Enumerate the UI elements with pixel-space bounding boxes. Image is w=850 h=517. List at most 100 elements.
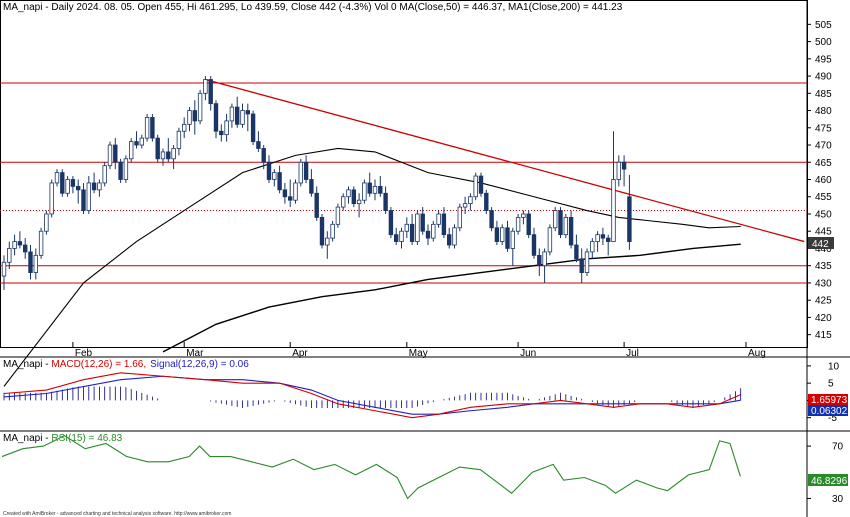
candle-body (372, 185, 378, 194)
candle-body (287, 196, 293, 201)
candle-body (261, 148, 266, 163)
rsi-last-label-text: 46.8296 (811, 476, 848, 487)
candle-body (415, 213, 420, 242)
candle-body (44, 213, 49, 232)
price-tick-label: 465 (815, 158, 832, 169)
candle-body (335, 206, 341, 225)
candle-body (97, 182, 102, 191)
signal-last-label-text: 0.063021 (811, 406, 850, 417)
candle-body (203, 79, 208, 94)
macd-title-prefix: MA_napi - (3, 359, 51, 370)
candle-body (319, 217, 325, 246)
month-label: Jul (626, 348, 639, 359)
price-tick-label: 480 (815, 106, 832, 117)
candle-body (192, 110, 197, 122)
candle-body (219, 130, 224, 136)
candle-body (531, 234, 537, 256)
candle-body (7, 248, 12, 263)
candle-body (627, 196, 632, 242)
rsi-last-label: 46.8296 (808, 474, 848, 487)
candle-body (351, 189, 356, 205)
candle-body (600, 234, 606, 239)
candle-body (521, 213, 526, 218)
candle-body (568, 217, 574, 246)
candle-body (28, 251, 33, 273)
candle-body (150, 117, 155, 139)
price-title: MA_napi - Daily 2024. 08. 05. Open 455, … (3, 2, 623, 13)
candle-body (134, 141, 139, 146)
rsi-title: MA_napi - RSI(15) = 46.83 (3, 433, 123, 444)
candle-body (1, 261, 7, 277)
candle-body (436, 213, 441, 225)
price-tick-label: 425 (815, 296, 832, 307)
price-layer: 415 420 425 430 435 440 445 450 455 460 465 470 475 4… (0, 20, 832, 387)
candle-body (54, 172, 60, 184)
candle-body (431, 223, 436, 239)
candle-body (166, 151, 171, 160)
candle-body (388, 210, 394, 236)
candle-body (277, 172, 282, 191)
candle-body (245, 110, 250, 115)
price-tick-label: 440 (815, 244, 832, 255)
candle-body (70, 179, 76, 187)
candle-body (489, 210, 494, 229)
candle-body (181, 123, 187, 132)
macd-tick-label: -5 (828, 413, 837, 424)
price-tick-label: 495 (815, 54, 832, 65)
candle-body (22, 244, 28, 253)
macd-tick-label: 5 (828, 379, 834, 390)
candle-body (473, 175, 478, 198)
candle-body (60, 172, 65, 194)
candle-body (33, 254, 38, 273)
price-tick-label: 470 (815, 141, 832, 152)
rsi-line (1, 434, 741, 500)
candle-body (457, 206, 462, 229)
candle-body (409, 223, 415, 242)
candle-body (303, 161, 309, 180)
candle-body (468, 196, 473, 205)
candle-body (12, 241, 17, 249)
candle-body (17, 241, 23, 246)
price-tick-label: 500 (815, 37, 832, 48)
signal-last-label-box (808, 405, 848, 416)
candle-body (478, 175, 484, 194)
price-tick-label: 475 (815, 123, 832, 134)
candle-body (574, 244, 579, 260)
candle-body (383, 192, 388, 211)
price-tick-label: 485 (815, 89, 832, 100)
candle-body (266, 161, 272, 180)
month-label: Feb (75, 348, 93, 359)
rsi-title-prefix: MA_napi - (3, 433, 51, 444)
signal-last-label: 0.063021 (808, 405, 850, 417)
candle-body (547, 227, 553, 253)
candle-body (234, 106, 240, 125)
candle-body (356, 199, 362, 205)
price-tick-label: 460 (815, 175, 832, 186)
macd-last-label-text: 1.65973 (811, 395, 848, 406)
trend-line (205, 78, 805, 243)
candle-body (494, 227, 500, 242)
candle-body (81, 189, 86, 211)
candle-body (616, 161, 621, 180)
rsi-tick-label: 30 (832, 494, 844, 505)
candle-body (272, 172, 277, 180)
candle-body (462, 203, 468, 208)
candle-body (367, 182, 372, 194)
candle-body (526, 213, 531, 236)
price-tick-label: 430 (815, 278, 832, 289)
candle-body (309, 179, 314, 194)
candle-body (144, 117, 150, 139)
macd-last-label-box (808, 394, 848, 405)
candle-body (76, 185, 81, 191)
candle-body (563, 217, 568, 236)
candle-body (515, 217, 521, 232)
candle-body (250, 113, 256, 142)
ma50-line (3, 147, 741, 387)
month-label: May (409, 348, 428, 359)
price-tick-label: 505 (815, 20, 832, 31)
month-label: Jun (520, 348, 536, 359)
ma200-line (162, 243, 741, 353)
candle-body (484, 192, 489, 211)
rsi-layer: 30 70 (1, 434, 844, 505)
candle-body (378, 185, 383, 194)
